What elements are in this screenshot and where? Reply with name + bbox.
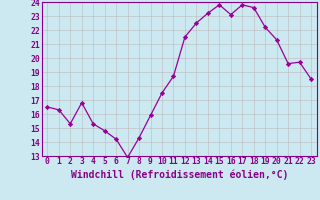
X-axis label: Windchill (Refroidissement éolien,°C): Windchill (Refroidissement éolien,°C): [70, 169, 288, 180]
